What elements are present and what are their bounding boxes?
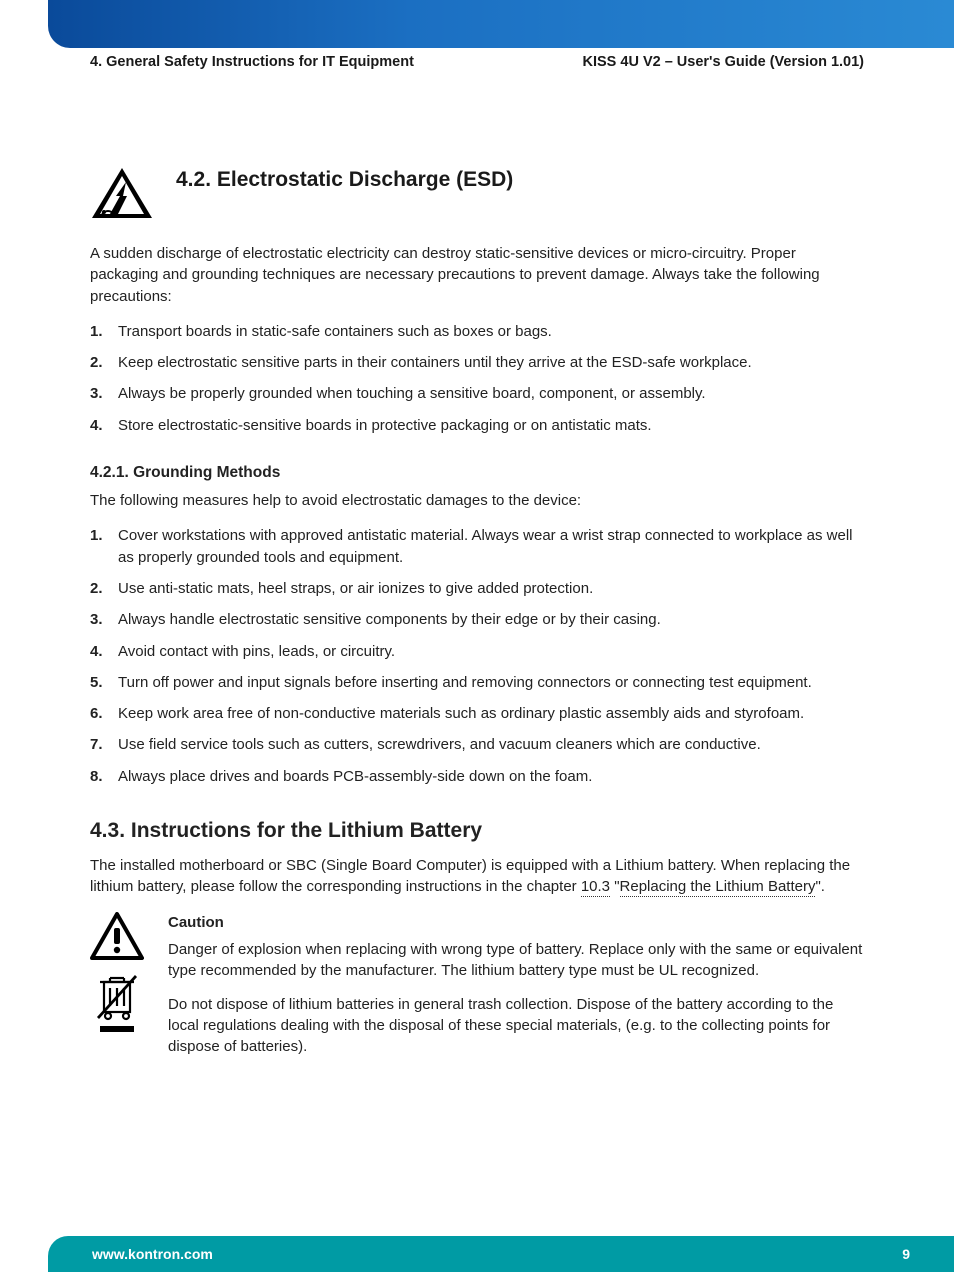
footer-bar: www.kontron.com 9 — [48, 1236, 954, 1272]
section-4-3-intro: The installed motherboard or SBC (Single… — [90, 855, 864, 898]
section-4-2-intro: A sudden discharge of electrostatic elec… — [90, 243, 864, 307]
list-num: 1. — [90, 525, 118, 568]
section-4-2-header: 4.2. Electrostatic Discharge (ESD) — [90, 166, 864, 227]
list-item: 2.Use anti-static mats, heel straps, or … — [90, 578, 864, 599]
no-trash-icon — [90, 972, 144, 1034]
section-4-2-1-list: 1.Cover workstations with approved antis… — [90, 525, 864, 787]
footer-url: www.kontron.com — [92, 1246, 213, 1262]
top-banner — [48, 0, 954, 48]
list-item: 1.Cover workstations with approved antis… — [90, 525, 864, 568]
list-num: 8. — [90, 766, 118, 787]
list-item: 8.Always place drives and boards PCB-ass… — [90, 766, 864, 787]
section-4-2-list: 1.Transport boards in static-safe contai… — [90, 321, 864, 436]
list-text: Store electrostatic-sensitive boards in … — [118, 415, 652, 436]
list-text: Avoid contact with pins, leads, or circu… — [118, 641, 395, 662]
list-item: 1.Transport boards in static-safe contai… — [90, 321, 864, 342]
page-content: 4. General Safety Instructions for IT Eq… — [90, 54, 864, 1224]
chapter-title-link[interactable]: Replacing the Lithium Battery — [620, 878, 816, 897]
page-number: 9 — [902, 1246, 910, 1262]
list-text: Turn off power and input signals before … — [118, 672, 812, 693]
list-num: 1. — [90, 321, 118, 342]
list-item: 2.Keep electrostatic sensitive parts in … — [90, 352, 864, 373]
section-4-3-title: 4.3. Instructions for the Lithium Batter… — [90, 819, 864, 843]
list-text: Keep electrostatic sensitive parts in th… — [118, 352, 752, 373]
list-item: 3.Always be properly grounded when touch… — [90, 383, 864, 404]
esd-triangle-icon — [90, 166, 154, 227]
list-text: Cover workstations with approved antista… — [118, 525, 864, 568]
list-text: Always be properly grounded when touchin… — [118, 383, 706, 404]
intro-text: ". — [815, 878, 825, 895]
list-num: 4. — [90, 415, 118, 436]
list-num: 3. — [90, 383, 118, 404]
list-num: 2. — [90, 352, 118, 373]
intro-text: " — [610, 878, 620, 895]
list-item: 6.Keep work area free of non-conductive … — [90, 703, 864, 724]
caution-block: Caution Danger of explosion when replaci… — [90, 912, 864, 1070]
chapter-link[interactable]: 10.3 — [581, 878, 610, 897]
warning-triangle-icon — [90, 912, 144, 962]
list-num: 6. — [90, 703, 118, 724]
caution-label: Caution — [168, 912, 864, 933]
list-num: 3. — [90, 609, 118, 630]
section-4-2-1-title: 4.2.1. Grounding Methods — [90, 464, 864, 482]
header-left: 4. General Safety Instructions for IT Eq… — [90, 54, 414, 70]
section-4-2-title: 4.2. Electrostatic Discharge (ESD) — [176, 168, 513, 192]
list-item: 3.Always handle electrostatic sensitive … — [90, 609, 864, 630]
list-item: 4.Store electrostatic-sensitive boards i… — [90, 415, 864, 436]
header-right: KISS 4U V2 – User's Guide (Version 1.01) — [583, 54, 864, 70]
caution-paragraph: Danger of explosion when replacing with … — [168, 939, 864, 982]
list-item: 7.Use field service tools such as cutter… — [90, 734, 864, 755]
list-text: Always place drives and boards PCB-assem… — [118, 766, 592, 787]
list-num: 4. — [90, 641, 118, 662]
caution-icons — [90, 912, 144, 1070]
list-item: 5.Turn off power and input signals befor… — [90, 672, 864, 693]
list-text: Always handle electrostatic sensitive co… — [118, 609, 661, 630]
list-text: Use field service tools such as cutters,… — [118, 734, 761, 755]
section-4-2-1-intro: The following measures help to avoid ele… — [90, 490, 864, 511]
list-num: 5. — [90, 672, 118, 693]
caution-paragraph: Do not dispose of lithium batteries in g… — [168, 994, 864, 1058]
list-text: Transport boards in static-safe containe… — [118, 321, 552, 342]
list-num: 2. — [90, 578, 118, 599]
caution-text: Caution Danger of explosion when replaci… — [168, 912, 864, 1070]
list-item: 4.Avoid contact with pins, leads, or cir… — [90, 641, 864, 662]
list-text: Keep work area free of non-conductive ma… — [118, 703, 804, 724]
list-text: Use anti-static mats, heel straps, or ai… — [118, 578, 593, 599]
running-header: 4. General Safety Instructions for IT Eq… — [90, 54, 864, 70]
list-num: 7. — [90, 734, 118, 755]
